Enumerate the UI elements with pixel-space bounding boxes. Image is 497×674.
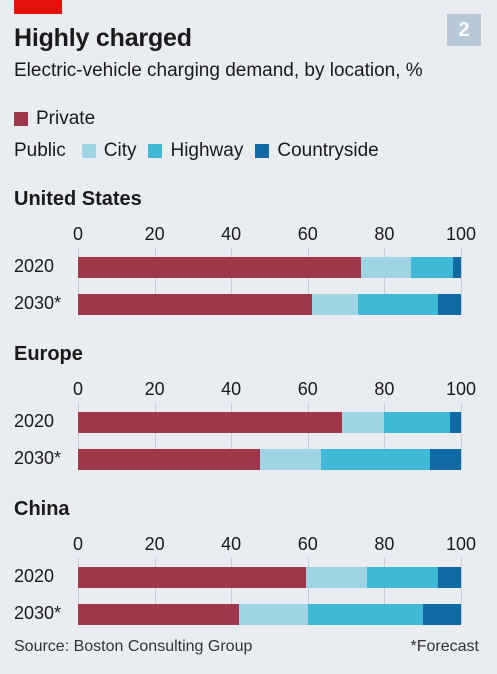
legend-item-private: Private — [14, 108, 95, 130]
axis-tick-label: 20 — [144, 224, 165, 244]
gridline — [307, 248, 309, 314]
axis-tick-label: 60 — [297, 379, 318, 399]
axis-tick-label: 0 — [72, 534, 84, 554]
bar-segment-city — [238, 604, 308, 625]
bar-segment-highway — [384, 412, 450, 433]
group-label-europe: Europe — [14, 343, 83, 365]
bar-segment-private — [78, 257, 362, 278]
legend-item-highway: Highway — [148, 140, 243, 162]
gridline — [154, 558, 156, 624]
gridline — [461, 248, 462, 314]
group-label-united-states: United States — [14, 188, 142, 210]
bar-segment-city — [361, 257, 412, 278]
forecast-note: *Forecast — [410, 638, 479, 655]
axis-tick-label: 20 — [144, 534, 165, 554]
gridline — [384, 248, 386, 314]
highway-swatch — [148, 144, 163, 158]
row-label: 2020 — [14, 566, 55, 586]
bar-segment-city — [259, 449, 322, 470]
axis-tick-label: 40 — [221, 224, 242, 244]
axis-tick-label: 0 — [72, 379, 84, 399]
axis-tick-label: 100 — [445, 224, 477, 244]
row-label: 2020 — [14, 256, 55, 276]
gridline — [78, 558, 79, 624]
axis-tick-label: 40 — [221, 534, 242, 554]
legend-item-city: City — [81, 140, 137, 162]
bar-segment-city — [311, 294, 358, 315]
legend-label-private: Private — [36, 108, 96, 129]
bar-segment-countryside — [437, 567, 461, 588]
gridline — [307, 558, 309, 624]
gridline — [231, 403, 233, 469]
city-swatch — [81, 144, 96, 158]
bar-segment-city — [342, 412, 385, 433]
chart-subtitle: Electric-vehicle charging demand, by loc… — [14, 60, 423, 81]
legend-label-highway: Highway — [170, 140, 244, 161]
axis-tick-label: 0 — [72, 224, 84, 244]
stacked-bar — [78, 449, 461, 470]
source-note: Source: Boston Consulting Group — [14, 638, 253, 655]
axis-tick-label: 80 — [374, 534, 395, 554]
gridline — [154, 248, 156, 314]
bar-segment-private — [78, 604, 239, 625]
bar-segment-private — [78, 449, 260, 470]
gridline — [384, 403, 386, 469]
gridline — [461, 403, 462, 469]
bar-segment-city — [305, 567, 368, 588]
row-label: 2030* — [14, 293, 62, 313]
axis-tick-label: 100 — [445, 379, 477, 399]
legend-public-row: Public City Highway Countryside — [14, 140, 391, 162]
axis-tick-label: 80 — [374, 224, 395, 244]
legend-private-row: Private — [14, 108, 107, 130]
axis-tick-label: 100 — [445, 534, 477, 554]
bar-segment-highway — [307, 604, 423, 625]
bar-segment-highway — [357, 294, 438, 315]
private-swatch — [14, 112, 28, 126]
bar-segment-highway — [321, 449, 431, 470]
axis-tick-label: 60 — [297, 224, 318, 244]
stacked-bar — [78, 294, 461, 315]
brand-tag — [14, 0, 62, 14]
chart-number-badge: 2 — [447, 14, 481, 46]
gridline — [461, 558, 462, 624]
group-label-china: China — [14, 498, 70, 520]
bar-segment-private — [78, 294, 312, 315]
countryside-swatch — [255, 144, 270, 158]
bar-segment-private — [78, 567, 306, 588]
gridline — [78, 403, 79, 469]
axis-tick-label: 80 — [374, 379, 395, 399]
gridline — [231, 558, 233, 624]
row-label: 2030* — [14, 448, 62, 468]
bar-segment-countryside — [430, 449, 461, 470]
legend-label-city: City — [103, 140, 137, 161]
stacked-bar — [78, 257, 461, 278]
bar-segment-private — [78, 412, 343, 433]
axis-tick-label: 20 — [144, 379, 165, 399]
stacked-bar — [78, 567, 461, 588]
axis-tick-label: 60 — [297, 534, 318, 554]
gridline — [384, 558, 386, 624]
legend-item-countryside: Countryside — [255, 140, 379, 162]
row-label: 2020 — [14, 411, 55, 431]
bar-segment-countryside — [438, 294, 461, 315]
axis-tick-label: 40 — [221, 379, 242, 399]
bar-segment-countryside — [449, 412, 461, 433]
bar-segment-highway — [367, 567, 438, 588]
row-label: 2030* — [14, 603, 62, 623]
stacked-bar — [78, 412, 461, 433]
gridline — [307, 403, 309, 469]
legend-label-countryside: Countryside — [277, 140, 379, 161]
bar-segment-countryside — [453, 257, 461, 278]
bar-segment-highway — [411, 257, 454, 278]
bar-segment-countryside — [422, 604, 461, 625]
legend-label-public: Public — [14, 140, 66, 161]
stacked-bar — [78, 604, 461, 625]
chart-title: Highly charged — [14, 24, 192, 52]
gridline — [154, 403, 156, 469]
gridline — [231, 248, 233, 314]
gridline — [78, 248, 79, 314]
